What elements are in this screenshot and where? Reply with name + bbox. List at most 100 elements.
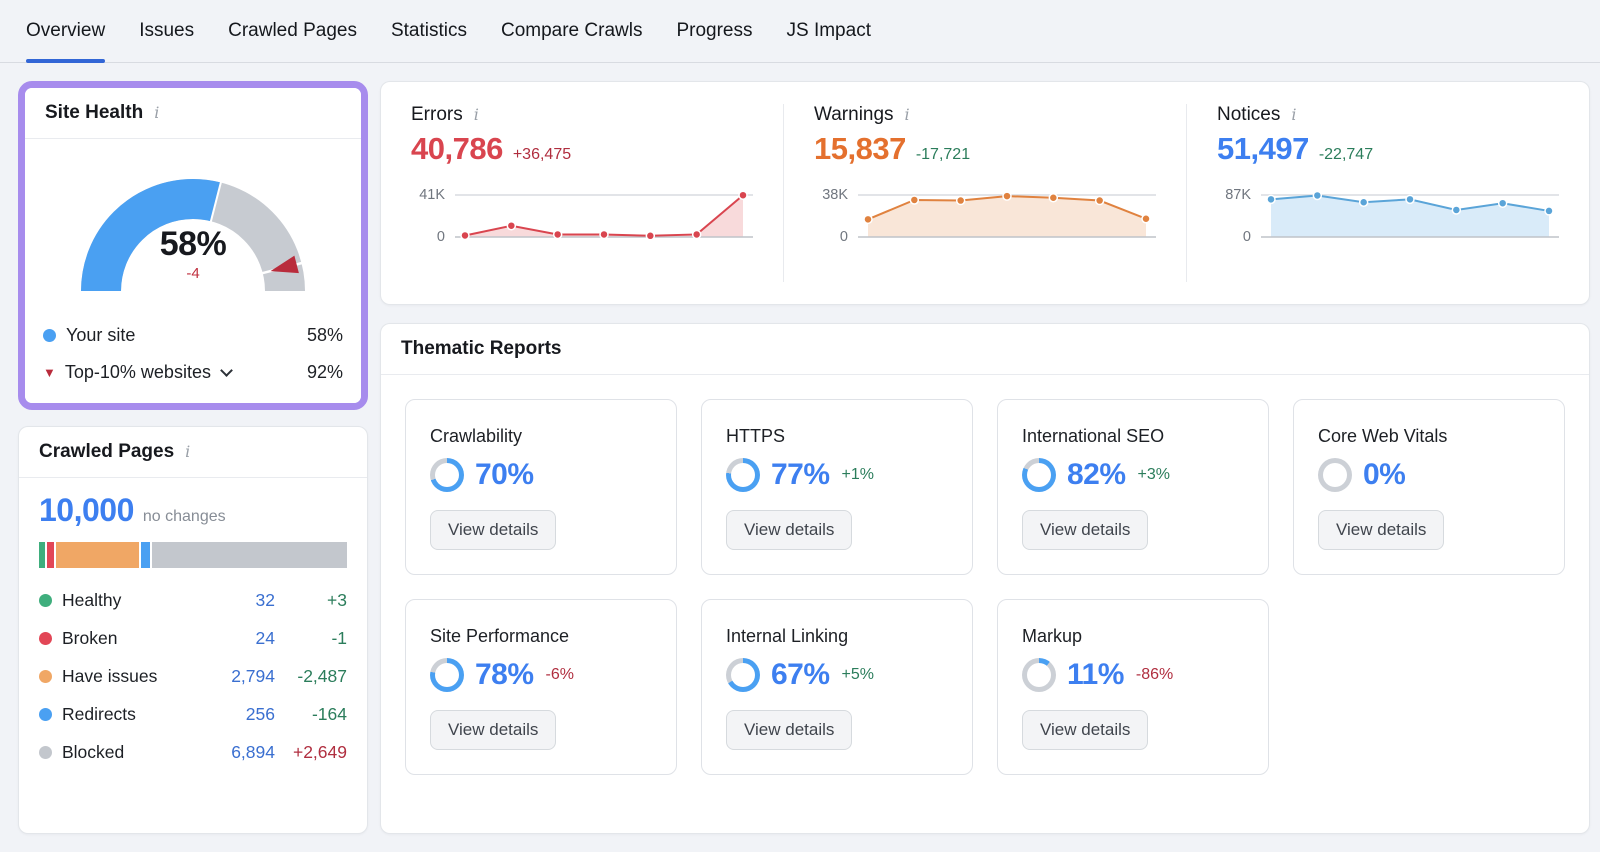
- info-icon[interactable]: i: [473, 105, 479, 124]
- notices-ymin-label: 0: [1242, 229, 1251, 245]
- healthy-value[interactable]: 32: [255, 589, 275, 610]
- core-web-vitals-score: 0%: [1363, 458, 1406, 491]
- site-performance-title: Site Performance: [430, 626, 570, 646]
- info-icon[interactable]: i: [154, 103, 160, 122]
- tab-js-impact[interactable]: JS Impact: [786, 20, 871, 41]
- blocked-label: Blocked: [62, 741, 125, 762]
- broken-delta: -1: [331, 627, 347, 648]
- crawled-pages-note: no changes: [142, 508, 226, 525]
- international-seo-ring-icon: [1022, 458, 1056, 492]
- crawled-pages-stacked-bar: [39, 542, 347, 568]
- tab-progress[interactable]: Progress: [676, 20, 753, 41]
- notices-sparkline: [1261, 190, 1559, 238]
- your-site-label: Your site: [66, 325, 136, 345]
- tab-issues[interactable]: Issues: [139, 20, 195, 41]
- redirects-delta: -164: [311, 703, 347, 724]
- legend-your-site: Your site 58%: [43, 317, 343, 354]
- have-issues-label: Have issues: [62, 665, 158, 686]
- view-details-button[interactable]: View details: [726, 710, 853, 750]
- crawlability-score: 70%: [475, 458, 534, 491]
- tab-crawled-pages[interactable]: Crawled Pages: [228, 20, 357, 41]
- tab-overview[interactable]: Overview: [26, 0, 106, 63]
- report-card-https: HTTPS 77% +1% View details: [701, 399, 973, 575]
- report-card-core-web-vitals: Core Web Vitals 0% View details: [1293, 399, 1565, 575]
- report-card-site-performance: Site Performance 78% -6% View details: [405, 599, 677, 775]
- view-details-button[interactable]: View details: [1022, 710, 1149, 750]
- international-seo-score: 82%: [1067, 458, 1126, 491]
- international-seo-delta: +3%: [1137, 466, 1171, 483]
- notices-section: Notices i 51,497 -22,747 87K 0: [1186, 104, 1589, 282]
- have-issues-delta: -2,487: [297, 665, 347, 686]
- internal-linking-delta: +5%: [841, 666, 875, 683]
- broken-value[interactable]: 24: [255, 627, 275, 648]
- crawled-pages-total: 10,000: [39, 492, 134, 528]
- warnings-section: Warnings i 15,837 -17,721 38K 0: [783, 104, 1186, 282]
- warnings-delta: -17,721: [915, 146, 971, 163]
- markup-score: 11%: [1067, 658, 1124, 691]
- your-site-dot-icon: [43, 329, 56, 342]
- errors-delta: +36,475: [512, 146, 572, 163]
- info-icon[interactable]: i: [904, 105, 910, 124]
- tab-compare-crawls[interactable]: Compare Crawls: [500, 20, 643, 41]
- left-column: Site Health i 58% -4 Your site: [18, 81, 368, 834]
- errors-label: Errors: [411, 104, 463, 125]
- info-icon[interactable]: i: [185, 442, 191, 461]
- site-health-score: 58%: [159, 225, 227, 263]
- core-web-vitals-ring-icon: [1318, 458, 1352, 492]
- have-issues-dot-icon: [39, 669, 52, 683]
- your-site-value: 58%: [306, 325, 343, 345]
- legend-top10-websites[interactable]: ▼ Top-10% websites 92%: [43, 354, 343, 391]
- primary-nav: Overview Issues Crawled Pages Statistics…: [0, 0, 1600, 63]
- tab-statistics[interactable]: Statistics: [390, 20, 467, 41]
- site-performance-delta: -6%: [545, 666, 574, 683]
- site-health-gauge: 58% -4: [43, 155, 343, 307]
- gauge-chart: [81, 179, 305, 292]
- broken-label: Broken: [62, 627, 118, 648]
- https-delta: +1%: [841, 466, 875, 483]
- right-column: Errors i 40,786 +36,475 41K 0 Warn: [380, 81, 1590, 834]
- view-details-button[interactable]: View details: [1022, 510, 1149, 550]
- warnings-value[interactable]: 15,837: [814, 131, 906, 166]
- notices-trend-chart: 87K 0: [1217, 183, 1559, 247]
- internal-linking-ring-icon: [726, 658, 760, 692]
- blocked-value[interactable]: 6,894: [231, 741, 275, 762]
- notices-value[interactable]: 51,497: [1217, 131, 1309, 166]
- errors-trend-chart: 41K 0: [411, 183, 753, 247]
- internal-linking-title: Internal Linking: [726, 626, 849, 646]
- site-health-panel: Site Health i 58% -4 Your site: [25, 88, 361, 403]
- crawlability-ring-icon: [430, 458, 464, 492]
- view-details-button[interactable]: View details: [726, 510, 853, 550]
- top10-value: 92%: [306, 362, 343, 382]
- site-health-title: Site Health: [45, 102, 144, 123]
- bar-segment: [55, 542, 140, 568]
- crawlability-title: Crawlability: [430, 426, 523, 446]
- have-issues-value[interactable]: 2,794: [231, 665, 275, 686]
- notices-delta: -22,747: [1318, 146, 1374, 163]
- chevron-down-icon[interactable]: [220, 363, 233, 377]
- site-performance-score: 78%: [475, 658, 534, 691]
- view-details-button[interactable]: View details: [430, 510, 557, 550]
- errors-ymin-label: 0: [436, 229, 445, 245]
- bar-segment: [47, 542, 54, 568]
- row-healthy: Healthy 32 +3: [39, 581, 347, 619]
- blocked-dot-icon: [39, 745, 52, 759]
- errors-value[interactable]: 40,786: [411, 131, 503, 166]
- view-details-button[interactable]: View details: [430, 710, 557, 750]
- https-ring-icon: [726, 458, 760, 492]
- site-health-highlight: Site Health i 58% -4 Your site: [18, 81, 368, 410]
- site-performance-ring-icon: [430, 658, 464, 692]
- bar-segment: [151, 542, 347, 568]
- warnings-ymin-label: 0: [839, 229, 848, 245]
- warnings-sparkline: [858, 191, 1156, 238]
- markup-title: Markup: [1022, 626, 1083, 646]
- redirects-value[interactable]: 256: [245, 703, 275, 724]
- view-details-button[interactable]: View details: [1318, 510, 1445, 550]
- info-icon[interactable]: i: [1291, 105, 1297, 124]
- warnings-label: Warnings: [814, 104, 894, 125]
- core-web-vitals-title: Core Web Vitals: [1318, 426, 1448, 446]
- healthy-label: Healthy: [62, 589, 122, 610]
- crawled-pages-panel: Crawled Pages i 10,000 no changes Health…: [18, 426, 368, 834]
- thematic-reports-title: Thematic Reports: [401, 338, 562, 359]
- warnings-ymax-label: 38K: [822, 187, 848, 203]
- report-card-internal-linking: Internal Linking 67% +5% View details: [701, 599, 973, 775]
